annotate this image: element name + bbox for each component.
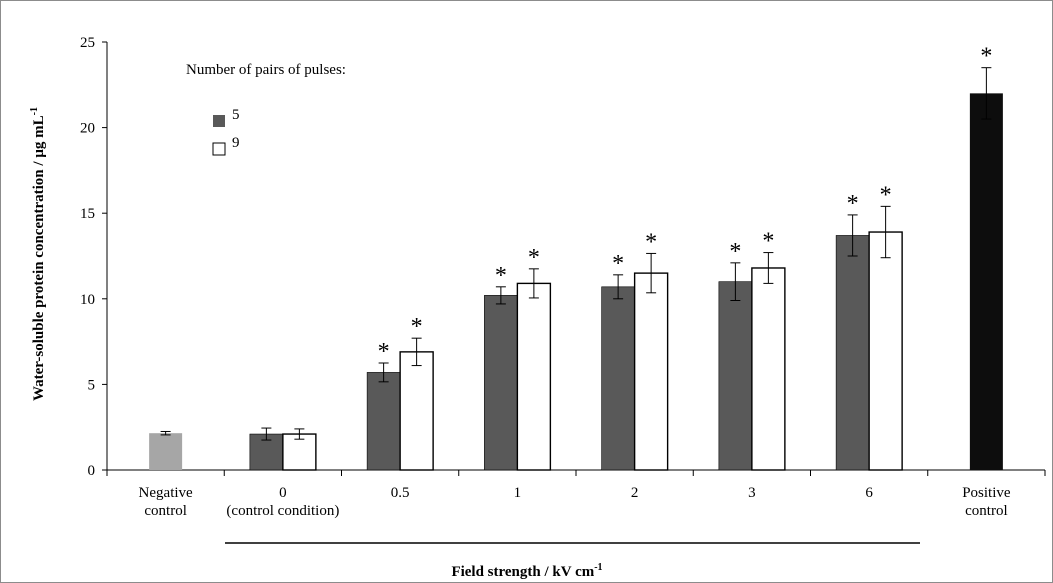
significance-star: * — [378, 339, 390, 365]
legend-title: Number of pairs of pulses: — [186, 62, 346, 78]
y-tick-label: 25 — [80, 35, 95, 51]
bar-series-5 — [718, 281, 753, 471]
svg-text:Water-soluble protein concentr: Water-soluble protein concentration / µg… — [29, 107, 47, 401]
significance-star: * — [528, 245, 540, 271]
bar-series-5 — [835, 235, 870, 471]
bar-control — [969, 93, 1003, 471]
significance-star: * — [495, 263, 507, 289]
x-tick-label: 0 — [279, 485, 287, 501]
y-tick-label: 5 — [88, 377, 96, 393]
bar-series-9 — [282, 433, 317, 471]
bar-control — [149, 433, 183, 470]
legend-label: 5 — [232, 107, 240, 123]
significance-star: * — [980, 44, 992, 70]
bar-series-9 — [516, 282, 552, 471]
significance-star: * — [847, 191, 859, 217]
y-tick-label: 15 — [80, 206, 95, 222]
legend-swatch-9 — [212, 142, 226, 156]
y-axis-title-text: Water-soluble protein concentration / µg… — [31, 115, 47, 401]
x-tick-label: 2 — [631, 485, 639, 501]
significance-star: * — [645, 229, 657, 255]
y-tick-label: 20 — [80, 121, 95, 137]
legend-label: 9 — [232, 135, 240, 151]
x-axis-title-text: Field strength / kV cm — [451, 564, 594, 580]
bar-series-9 — [399, 351, 434, 471]
y-axis-title: Water-soluble protein concentration / µg… — [29, 107, 47, 401]
x-axis-title: Field strength / kV cm-1 — [451, 562, 602, 580]
significance-star: * — [762, 229, 774, 255]
bar-series-5 — [366, 372, 401, 471]
x-tick-label: control — [965, 503, 1008, 519]
x-tick-label: (control condition) — [226, 503, 339, 519]
x-tick-label: 1 — [514, 485, 522, 501]
y-axis-title-sup: -1 — [29, 107, 40, 115]
x-tick-label: 6 — [865, 485, 873, 501]
y-tick-label: 0 — [88, 463, 96, 479]
y-tick-label: 10 — [80, 292, 95, 308]
x-tick-label: Negative — [139, 485, 193, 501]
x-tick-label: control — [144, 503, 187, 519]
bar-series-9 — [751, 267, 786, 471]
legend-swatch-5 — [213, 115, 225, 127]
x-axis-title-sup: -1 — [594, 562, 602, 573]
bar-series-9 — [868, 231, 903, 471]
bar-series-5 — [484, 295, 518, 471]
bar-series-5 — [601, 286, 635, 471]
x-tick-label: Positive — [962, 485, 1011, 501]
x-tick-label: 0.5 — [391, 485, 410, 501]
x-tick-label: 3 — [748, 485, 756, 501]
svg-text:Field strength / kV cm-1: Field strength / kV cm-1 — [451, 562, 602, 580]
significance-star: * — [880, 182, 892, 208]
bar-series-9 — [633, 272, 669, 471]
significance-star: * — [729, 239, 741, 265]
significance-star: * — [411, 314, 423, 340]
significance-star: * — [612, 251, 624, 277]
